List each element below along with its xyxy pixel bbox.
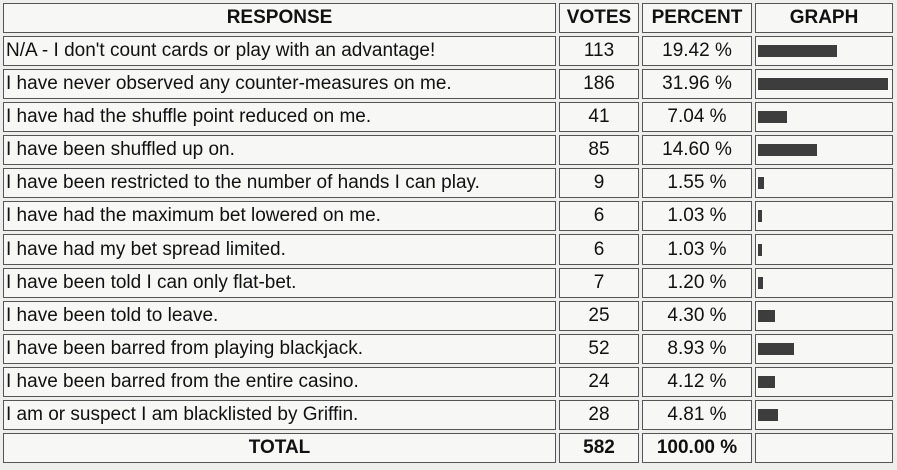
graph-bar [758, 342, 794, 355]
graph-cell [755, 333, 893, 364]
graph-cell [755, 234, 893, 265]
response-cell: I have been told I can only flat-bet. [3, 267, 556, 298]
percent-cell: 1.20 % [642, 267, 752, 298]
response-cell: I have been told to leave. [3, 300, 556, 331]
graph-cell [755, 69, 893, 100]
header-row: RESPONSE VOTES PERCENT GRAPH [3, 3, 893, 33]
response-cell: I have had the shuffle point reduced on … [3, 102, 556, 133]
votes-cell: 186 [559, 69, 639, 100]
table-row: I have had my bet spread limited. 6 1.03 % [3, 234, 893, 265]
votes-cell: 6 [559, 234, 639, 265]
votes-cell: 52 [559, 333, 639, 364]
poll-body: N/A - I don't count cards or play with a… [3, 36, 893, 430]
graph-bar [758, 78, 888, 91]
table-row: I have been barred from playing blackjac… [3, 333, 893, 364]
percent-cell: 7.04 % [642, 102, 752, 133]
votes-cell: 113 [559, 36, 639, 67]
percent-cell: 31.96 % [642, 69, 752, 100]
percent-cell: 1.03 % [642, 234, 752, 265]
response-cell: I have had the maximum bet lowered on me… [3, 201, 556, 232]
table-row: I have had the maximum bet lowered on me… [3, 201, 893, 232]
response-cell: I have been barred from the entire casin… [3, 366, 556, 397]
header-graph: GRAPH [755, 3, 893, 33]
votes-cell: 6 [559, 201, 639, 232]
table-row: N/A - I don't count cards or play with a… [3, 36, 893, 67]
response-cell: I have been shuffled up on. [3, 135, 556, 166]
graph-bar [758, 309, 775, 322]
percent-cell: 19.42 % [642, 36, 752, 67]
total-label: TOTAL [3, 433, 556, 463]
graph-bar [758, 111, 787, 124]
graph-cell [755, 399, 893, 430]
total-percent: 100.00 % [642, 433, 752, 463]
graph-cell [755, 267, 893, 298]
percent-cell: 1.03 % [642, 201, 752, 232]
votes-cell: 7 [559, 267, 639, 298]
table-row: I have never observed any counter-measur… [3, 69, 893, 100]
graph-cell [755, 36, 893, 67]
percent-cell: 1.55 % [642, 168, 752, 199]
votes-cell: 85 [559, 135, 639, 166]
percent-cell: 4.12 % [642, 366, 752, 397]
votes-cell: 28 [559, 399, 639, 430]
response-cell: I am or suspect I am blacklisted by Grif… [3, 399, 556, 430]
table-row: I have been shuffled up on. 85 14.60 % [3, 135, 893, 166]
graph-bar [758, 243, 762, 256]
header-percent: PERCENT [642, 3, 752, 33]
votes-cell: 41 [559, 102, 639, 133]
table-row: I have been told to leave. 25 4.30 % [3, 300, 893, 331]
graph-cell [755, 168, 893, 199]
response-cell: I have never observed any counter-measur… [3, 69, 556, 100]
percent-cell: 8.93 % [642, 333, 752, 364]
percent-cell: 4.30 % [642, 300, 752, 331]
votes-cell: 9 [559, 168, 639, 199]
graph-bar [758, 408, 778, 421]
percent-cell: 4.81 % [642, 399, 752, 430]
response-cell: I have been barred from playing blackjac… [3, 333, 556, 364]
graph-bar [758, 177, 764, 190]
graph-bar [758, 210, 762, 223]
percent-cell: 14.60 % [642, 135, 752, 166]
graph-cell [755, 300, 893, 331]
graph-bar [758, 144, 817, 157]
votes-cell: 25 [559, 300, 639, 331]
total-graph-cell [755, 433, 893, 463]
total-votes: 582 [559, 433, 639, 463]
table-row: I have been barred from the entire casin… [3, 366, 893, 397]
graph-cell [755, 102, 893, 133]
total-row: TOTAL 582 100.00 % [3, 433, 893, 463]
response-cell: N/A - I don't count cards or play with a… [3, 36, 556, 67]
table-row: I have had the shuffle point reduced on … [3, 102, 893, 133]
table-row: I am or suspect I am blacklisted by Grif… [3, 399, 893, 430]
response-cell: I have been restricted to the number of … [3, 168, 556, 199]
table-row: I have been told I can only flat-bet. 7 1.… [3, 267, 893, 298]
graph-cell [755, 135, 893, 166]
votes-cell: 24 [559, 366, 639, 397]
table-row: I have been restricted to the number of … [3, 168, 893, 199]
response-cell: I have had my bet spread limited. [3, 234, 556, 265]
header-votes: VOTES [559, 3, 639, 33]
graph-bar [758, 375, 775, 388]
graph-cell [755, 201, 893, 232]
graph-bar [758, 45, 837, 58]
header-response: RESPONSE [3, 3, 556, 33]
graph-cell [755, 366, 893, 397]
graph-bar [758, 276, 763, 289]
